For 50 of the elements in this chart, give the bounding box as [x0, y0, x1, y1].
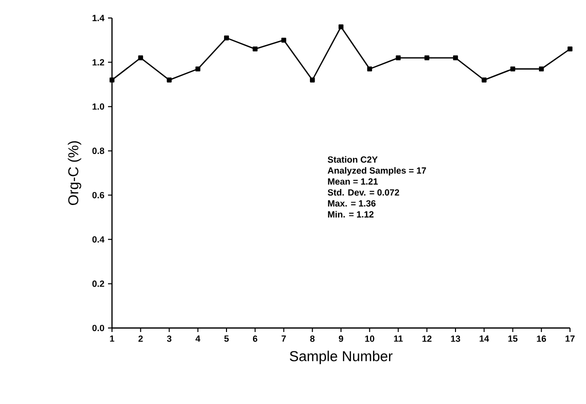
point [195, 66, 200, 72]
point [110, 78, 114, 82]
x-tick-label: 3 [166, 336, 172, 342]
y-tick-label: 0.4 [92, 236, 104, 243]
x-tick-label: 15 [508, 336, 518, 342]
x-tick-label: 2 [138, 336, 143, 342]
x-tick-label: 13 [451, 336, 460, 342]
x-tick-label: 9 [338, 336, 344, 342]
point [310, 78, 315, 82]
point [224, 35, 229, 40]
point [252, 46, 258, 52]
y-tick-label: 0.2 [92, 280, 104, 287]
x-tick-label: 6 [252, 336, 258, 342]
annotation: Max. = 1.36 [328, 200, 376, 207]
point [453, 55, 458, 60]
x-tick-label: 5 [224, 336, 229, 342]
point [396, 55, 401, 60]
y-tick-label: 0.8 [92, 148, 104, 154]
x-tick-label: 16 [536, 336, 546, 342]
point [482, 78, 487, 82]
x-tick-label: 17 [566, 336, 575, 342]
x-tick-label: 14 [480, 336, 490, 342]
y-tick-label: 1.2 [92, 59, 104, 66]
x-tick-label: 8 [310, 336, 315, 342]
annotation: Mean = 1.21 [328, 178, 378, 185]
y-tick-label: 1.0 [92, 103, 104, 110]
point [568, 46, 572, 52]
x-tick-label: 12 [422, 336, 432, 342]
point [367, 66, 372, 72]
point [138, 55, 144, 60]
x-tick-label: 11 [394, 336, 403, 342]
point [424, 55, 430, 60]
x-tick-label: 1 [110, 336, 114, 342]
point [166, 78, 172, 82]
x-axis-title: Sample Number [290, 350, 393, 364]
y-tick-label: 0.6 [92, 192, 104, 198]
annotation: Station C2Y [328, 156, 378, 163]
y-axis-title: Org-C (%) [68, 141, 82, 205]
y-tick-label: 1.4 [92, 14, 104, 22]
x-tick-label: 10 [365, 336, 374, 342]
point [281, 38, 286, 43]
point [338, 24, 344, 30]
annotation: Min. = 1.12 [328, 210, 374, 218]
point [538, 66, 544, 72]
annotation: Analyzed Samples = 17 [328, 167, 426, 176]
x-tick-label: 4 [196, 336, 200, 342]
y-tick-label: 0.0 [92, 324, 104, 332]
point [510, 66, 516, 72]
annotation: Std. Dev. = 0.072 [328, 189, 400, 196]
x-tick-label: 7 [282, 336, 286, 342]
